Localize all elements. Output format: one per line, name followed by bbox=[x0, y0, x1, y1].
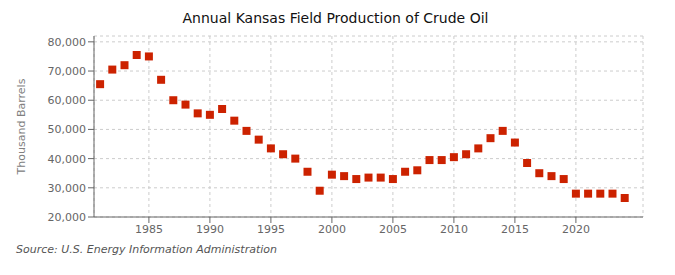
svg-text:60,000: 60,000 bbox=[48, 94, 87, 107]
svg-text:1995: 1995 bbox=[257, 223, 285, 236]
svg-text:70,000: 70,000 bbox=[48, 65, 87, 78]
svg-text:2000: 2000 bbox=[318, 223, 346, 236]
svg-text:Thousand Barrels: Thousand Barrels bbox=[15, 78, 28, 175]
html-text:Source: U.S. Energy Informatio: Source: U.S. Energy Information Administ… bbox=[16, 243, 277, 256]
svg-text:50,000: 50,000 bbox=[48, 123, 87, 136]
svg-text:40,000: 40,000 bbox=[48, 153, 87, 166]
svg-text:80,000: 80,000 bbox=[48, 36, 87, 49]
svg-text:1985: 1985 bbox=[135, 223, 163, 236]
svg-text:1990: 1990 bbox=[196, 223, 224, 236]
svg-text:2020: 2020 bbox=[562, 223, 590, 236]
svg-text:2010: 2010 bbox=[440, 223, 468, 236]
svg-text:30,000: 30,000 bbox=[48, 182, 87, 195]
svg-text:20,000: 20,000 bbox=[48, 211, 87, 224]
svg-text:2005: 2005 bbox=[379, 223, 407, 236]
html-text:Annual Kansas Field Production: Annual Kansas Field Production of Crude … bbox=[182, 10, 489, 26]
svg-text:2015: 2015 bbox=[501, 223, 529, 236]
